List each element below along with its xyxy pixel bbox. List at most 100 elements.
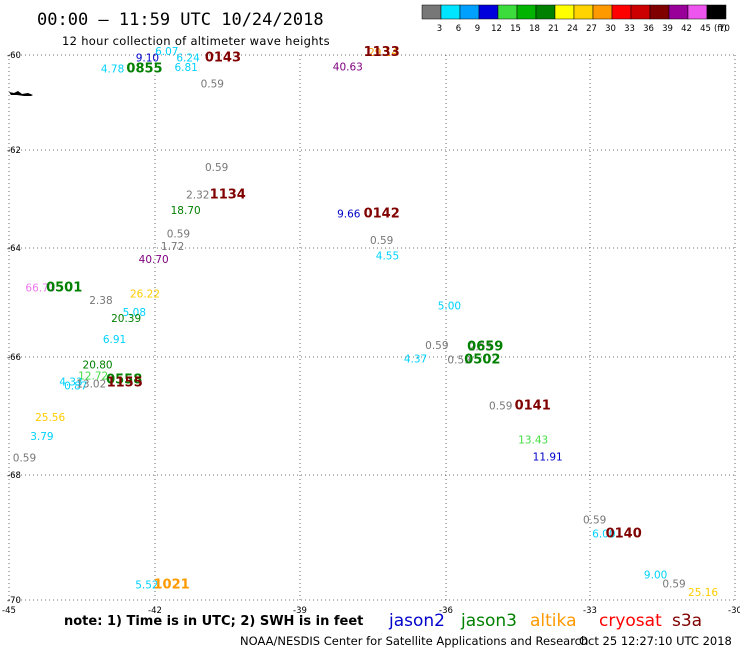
x-tick-label: -36	[439, 606, 453, 616]
grid-lines	[8, 54, 736, 601]
swh-point-label: 9.00	[644, 570, 667, 582]
swh-point-label: 3.79	[30, 431, 53, 443]
x-tick-label: -42	[148, 606, 162, 616]
legend-swatch	[649, 4, 670, 20]
swh-point-label: 6.24	[176, 53, 200, 65]
legend-label: 21	[548, 24, 559, 34]
swh-point-label: 0.59	[489, 400, 512, 412]
time-label: 0141	[515, 398, 551, 413]
y-tick-label: -70	[7, 596, 21, 606]
swh-point-label: 13.43	[518, 435, 548, 447]
swh-point-label: 0.59	[201, 79, 224, 91]
footer-timestamp: Oct 25 12:27:10 UTC 2018	[579, 634, 732, 648]
swh-point-label: 13.02	[76, 378, 106, 390]
swh-point-label: 0.59	[447, 354, 470, 366]
swh-point-label: 40.63	[333, 61, 363, 73]
satellite-name: cryosat	[599, 611, 662, 631]
axis-ticks: -45 -42 -39 -36 -33 -30 -60 -62 -64 -66 -68 -70	[2, 51, 740, 616]
swh-point-label: 4.37	[404, 353, 427, 365]
swh-point-label: 6.91	[103, 334, 126, 346]
swh-point-label: 9.66	[337, 208, 361, 220]
legend-label: 18	[529, 24, 540, 34]
legend-label: 27	[586, 24, 597, 34]
swh-point-label: 0.59	[370, 235, 393, 247]
legend-label: 36	[643, 24, 654, 34]
legend-swatch	[573, 4, 594, 20]
legend-swatch	[611, 4, 632, 20]
legend-swatch	[459, 4, 480, 20]
swh-point-label: 2.38	[89, 295, 112, 307]
legend-swatch	[687, 4, 708, 20]
swh-point-label: 18.70	[171, 205, 201, 217]
swh-point-label: 29.14	[368, 47, 398, 59]
swh-point-label: 0.59	[13, 453, 36, 465]
swh-point-label: 0.59	[425, 340, 448, 352]
time-label: 1021	[154, 578, 190, 593]
swh-point-label: 40.70	[139, 254, 169, 266]
swh-point-label: 25.56	[35, 412, 65, 424]
x-tick-label: -33	[583, 606, 597, 616]
legend-label: 45	[700, 24, 711, 34]
time-label: 0140	[606, 526, 642, 541]
swh-point-label: 6.07	[155, 46, 178, 58]
swh-point-label: 20.39	[111, 313, 141, 325]
time-label: 0143	[205, 51, 241, 66]
satellite-name: s3a	[672, 611, 702, 631]
legend-swatch	[706, 4, 727, 20]
legend-label: 30	[605, 24, 616, 34]
swh-point-label: 11.91	[533, 451, 563, 463]
swh-point-label: 20.80	[83, 359, 113, 371]
satellite-name: jason3	[460, 611, 517, 631]
legend-swatch	[421, 4, 442, 20]
time-label: 1155	[107, 375, 143, 390]
chart-title: 00:00 – 11:59 UTC 10/24/2018	[37, 10, 324, 30]
note-text: note: 1) Time is in UTC; 2) SWH is in fe…	[64, 614, 363, 629]
time-label: 0501	[46, 281, 82, 296]
swh-point-label: 0.59	[167, 229, 190, 241]
swh-point-label: 5.08	[123, 307, 146, 319]
legend-label: 12	[491, 24, 502, 34]
color-legend: 3 6 9 12 15 18 21 24 27 30 33 36 39 42 45 70(ft)	[421, 4, 730, 34]
chart-subtitle: 12 hour collection of altimeter wave hei…	[62, 34, 330, 48]
y-tick-label: -60	[7, 51, 21, 61]
satellite-name: altika	[530, 611, 577, 631]
swh-point-label: 5.52	[135, 580, 158, 592]
y-tick-label: -64	[7, 244, 21, 254]
x-tick-label: -30	[728, 606, 740, 616]
swh-point-label: 4.78	[101, 63, 124, 75]
time-label: 0855	[126, 61, 162, 76]
swh-point-label: 9.10	[136, 53, 159, 65]
legend-label: 39	[662, 24, 673, 34]
legend-swatch	[535, 4, 556, 20]
legend-swatch	[668, 4, 689, 20]
footer-credit: NOAA/NESDIS Center for Satellite Applica…	[240, 634, 588, 648]
time-label: 1133	[364, 45, 400, 60]
swh-point-label: 26.22	[130, 289, 160, 301]
time-label: 0502	[464, 352, 500, 367]
legend-label: 42	[681, 24, 692, 34]
legend-label: 6	[456, 24, 461, 34]
satellite-legend: jason2 jason3 altika cryosat s3a	[388, 611, 702, 631]
legend-label: 33	[624, 24, 635, 34]
legend-label: 15	[510, 24, 521, 34]
swh-point-label: 0.59	[583, 515, 606, 527]
legend-swatch	[497, 4, 518, 20]
swh-point-label: 2.32	[186, 189, 209, 201]
swh-point-label: 4.55	[376, 250, 399, 262]
swh-point-label: 2.53	[469, 341, 492, 353]
legend-swatch	[630, 4, 651, 20]
y-tick-label: -66	[7, 353, 21, 363]
time-label: 1134	[210, 187, 246, 202]
swh-point-label: 6.00	[592, 528, 615, 540]
swh-point-label: 4.33	[59, 376, 82, 388]
coastline-feature	[9, 91, 37, 96]
swh-point-label: 12.72	[78, 370, 108, 382]
swh-point-label: 0.59	[662, 578, 685, 590]
legend-swatch	[516, 4, 537, 20]
legend-label: 24	[567, 24, 578, 34]
x-tick-label: -39	[293, 606, 307, 616]
satellite-name: jason2	[388, 611, 445, 631]
y-tick-label: -62	[7, 146, 21, 156]
